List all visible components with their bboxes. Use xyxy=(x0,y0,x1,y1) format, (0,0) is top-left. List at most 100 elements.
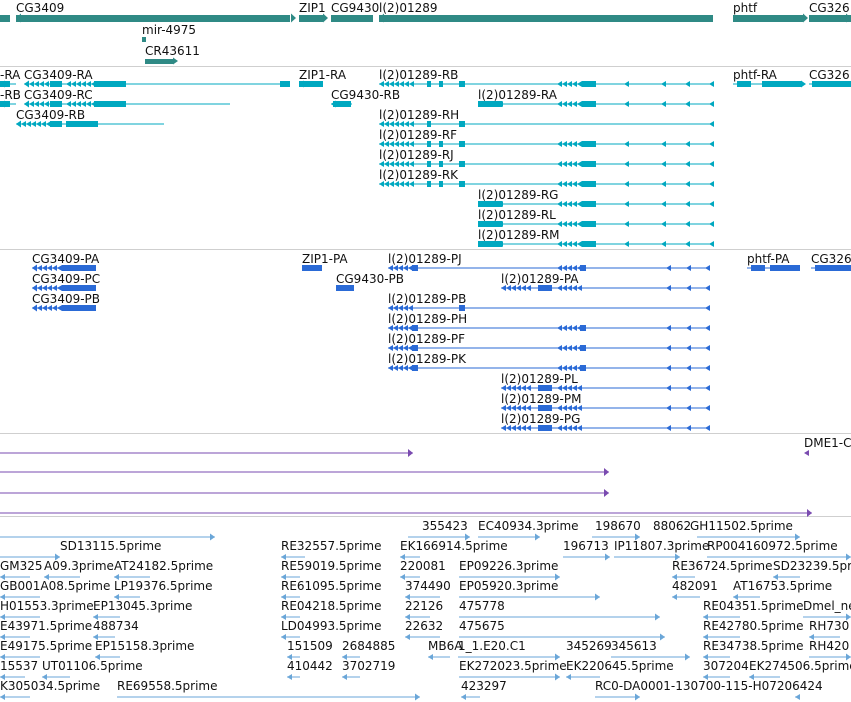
strand-arrow[interactable] xyxy=(71,81,76,87)
strand-arrow[interactable] xyxy=(555,653,560,661)
strand-arrow[interactable] xyxy=(703,614,708,620)
strand-arrow[interactable] xyxy=(567,325,572,331)
strand-arrow[interactable] xyxy=(42,285,47,291)
transcript-label[interactable]: ZIP1-RA xyxy=(299,68,347,82)
est-label[interactable]: 475778 xyxy=(459,599,505,613)
strand-arrow[interactable] xyxy=(408,365,413,371)
strand-arrow[interactable] xyxy=(44,81,49,87)
strand-arrow[interactable] xyxy=(398,345,403,351)
strand-arrow[interactable] xyxy=(511,425,516,431)
strand-arrow[interactable] xyxy=(562,241,567,247)
strand-arrow[interactable] xyxy=(807,509,812,517)
strand-arrow[interactable] xyxy=(555,573,560,581)
strand-arrow[interactable] xyxy=(403,305,408,311)
strand-arrow[interactable] xyxy=(114,574,119,580)
strand-arrow[interactable] xyxy=(521,425,526,431)
strand-arrow[interactable] xyxy=(281,614,286,620)
strand-arrow[interactable] xyxy=(672,574,677,580)
est-label[interactable]: K305034.5prime xyxy=(0,679,101,693)
strand-arrow[interactable] xyxy=(379,121,384,127)
transcript-label[interactable]: CG326 xyxy=(809,68,850,82)
strand-arrow[interactable] xyxy=(403,365,408,371)
strand-arrow[interactable] xyxy=(501,425,506,431)
strand-arrow[interactable] xyxy=(29,101,34,107)
strand-arrow[interactable] xyxy=(409,141,414,147)
strand-arrow[interactable] xyxy=(661,81,666,87)
strand-arrow[interactable] xyxy=(501,285,506,291)
exon-box[interactable] xyxy=(582,241,596,247)
est-label[interactable]: E49175.5prime xyxy=(0,639,93,653)
strand-arrow[interactable] xyxy=(733,594,738,600)
strand-arrow[interactable] xyxy=(567,241,572,247)
strand-arrow[interactable] xyxy=(173,57,178,65)
strand-arrow[interactable] xyxy=(394,161,399,167)
exon-box[interactable] xyxy=(412,345,418,351)
strand-arrow[interactable] xyxy=(379,13,384,23)
exon-box[interactable] xyxy=(50,81,62,87)
strand-arrow[interactable] xyxy=(703,674,708,680)
strand-arrow[interactable] xyxy=(91,101,96,107)
exon-box[interactable] xyxy=(812,81,851,87)
strand-arrow[interactable] xyxy=(686,365,691,371)
transcript-label[interactable]: l(2)01289-RJ xyxy=(379,148,454,162)
strand-arrow[interactable] xyxy=(567,81,572,87)
protein-label[interactable]: l(2)01289-PK xyxy=(388,352,466,366)
exon-box[interactable] xyxy=(478,101,502,107)
strand-arrow[interactable] xyxy=(24,80,29,88)
strand-arrow[interactable] xyxy=(404,161,409,167)
transcript-label[interactable]: l(2)01289-RG xyxy=(478,188,559,202)
strand-arrow[interactable] xyxy=(388,265,393,271)
exon-box[interactable] xyxy=(94,81,126,87)
strand-arrow[interactable] xyxy=(666,385,671,391)
gene-bar-cg326[interactable] xyxy=(809,15,851,22)
strand-arrow[interactable] xyxy=(562,201,567,207)
strand-arrow[interactable] xyxy=(404,121,409,127)
strand-arrow[interactable] xyxy=(398,305,403,311)
exon-box[interactable] xyxy=(582,141,596,147)
strand-arrow[interactable] xyxy=(291,13,296,23)
strand-arrow[interactable] xyxy=(399,121,404,127)
strand-arrow[interactable] xyxy=(685,653,690,661)
strand-arrow[interactable] xyxy=(666,365,671,371)
strand-arrow[interactable] xyxy=(42,265,47,271)
strand-arrow[interactable] xyxy=(661,101,666,107)
exon-box[interactable] xyxy=(582,101,596,107)
strand-arrow[interactable] xyxy=(399,81,404,87)
strand-arrow[interactable] xyxy=(572,161,577,167)
transcript-label[interactable]: l(2)01289-RM xyxy=(478,228,560,242)
strand-arrow[interactable] xyxy=(661,141,666,147)
strand-arrow[interactable] xyxy=(393,325,398,331)
strand-arrow[interactable] xyxy=(666,345,671,351)
strand-arrow[interactable] xyxy=(703,654,708,660)
strand-arrow[interactable] xyxy=(409,161,414,167)
strand-arrow[interactable] xyxy=(666,285,671,291)
strand-arrow[interactable] xyxy=(389,161,394,167)
strand-arrow[interactable] xyxy=(379,181,384,187)
strand-arrow[interactable] xyxy=(557,141,562,147)
strand-arrow[interactable] xyxy=(567,345,572,351)
exon-box[interactable] xyxy=(62,285,96,291)
gene-label-phtf[interactable]: phtf xyxy=(733,1,758,15)
exon-box[interactable] xyxy=(459,181,465,187)
strand-arrow[interactable] xyxy=(76,101,81,107)
strand-arrow[interactable] xyxy=(404,181,409,187)
strand-arrow[interactable] xyxy=(47,305,52,311)
protein-label[interactable]: l(2)01289-PH xyxy=(388,312,468,326)
purple-label[interactable]: DME1-C xyxy=(804,436,851,450)
strand-arrow[interactable] xyxy=(41,121,46,127)
strand-arrow[interactable] xyxy=(21,121,26,127)
strand-arrow[interactable] xyxy=(749,674,754,680)
est-label[interactable]: 423297 xyxy=(461,679,507,693)
strand-arrow[interactable] xyxy=(557,81,562,87)
strand-arrow[interactable] xyxy=(567,141,572,147)
gene-label-cg9430[interactable]: CG9430 xyxy=(331,1,380,15)
est-label[interactable]: 151509 xyxy=(287,639,333,653)
strand-arrow[interactable] xyxy=(705,365,710,371)
strand-arrow[interactable] xyxy=(685,201,690,207)
strand-arrow[interactable] xyxy=(577,285,582,291)
strand-arrow[interactable] xyxy=(624,81,629,87)
strand-arrow[interactable] xyxy=(685,241,690,247)
strand-arrow[interactable] xyxy=(394,81,399,87)
strand-arrow[interactable] xyxy=(389,121,394,127)
est-label[interactable]: Dmel_ne xyxy=(803,599,851,613)
